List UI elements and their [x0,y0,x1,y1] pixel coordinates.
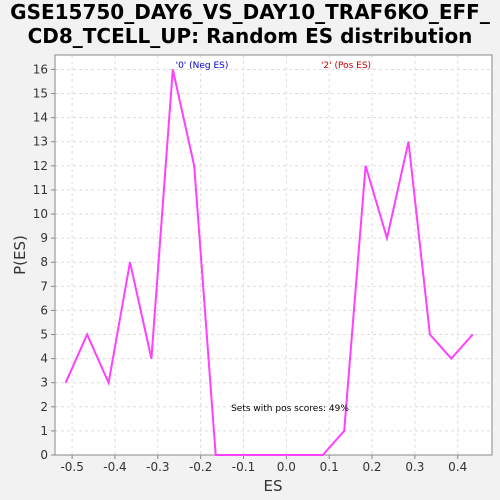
x-tick-label: -0.4 [103,460,126,474]
grid-lines [55,55,492,456]
y-tick-label: 11 [33,183,48,197]
y-tick-label: 5 [40,328,48,342]
series-point [129,261,131,263]
y-tick-label: 15 [33,87,48,101]
series-point [86,334,88,336]
series-point [450,358,452,360]
series-point [193,165,195,167]
x-tick-label: 0.1 [320,460,339,474]
series-layer [64,68,474,456]
x-tick-label: 0.2 [362,460,381,474]
series-line [64,69,474,456]
x-tick-label: 0.3 [405,460,424,474]
y-tick-label: 16 [33,62,48,76]
y-axis-label: P(ES) [11,235,29,275]
series-point [215,454,217,456]
y-tick-label: 10 [33,207,48,221]
y-tick-label: 6 [40,303,48,317]
y-tick-label: 13 [33,135,48,149]
series-point [65,382,67,384]
series-point [407,141,409,143]
y-tick-label: 7 [40,279,48,293]
y-tick-label: 14 [33,111,48,125]
pos-scores-annotation: Sets with pos scores: 49% [231,404,349,414]
x-tick-label: -0.5 [60,460,83,474]
series-point [343,430,345,432]
series-point [279,454,281,456]
x-tick-label: -0.2 [189,460,212,474]
y-tick-label: 0 [40,448,48,462]
series-point [150,358,152,360]
y-tick-label: 9 [40,231,48,245]
series-point [236,454,238,456]
series-point [429,334,431,336]
x-tick-label: 0.4 [448,460,467,474]
plot-area [55,55,492,455]
y-tick-label: 1 [40,424,48,438]
y-tick-label: 2 [40,400,48,414]
legend-pos-es: '2' (Pos ES) [321,61,371,71]
y-tick-label: 8 [40,255,48,269]
series-point [172,68,174,70]
legend-neg-es: '0' (Neg ES) [176,61,229,71]
series-point [322,454,324,456]
series-point [386,237,388,239]
series-point [258,454,260,456]
series-point [108,382,110,384]
x-tick-label: -0.3 [146,460,169,474]
chart-title-line-2: CD8_TCELL_UP: Random ES distribution [28,24,473,48]
series-point [300,454,302,456]
x-tick-label: 0.0 [277,460,296,474]
y-tick-label: 4 [40,352,48,366]
series-point [365,165,367,167]
x-tick-label: -0.1 [232,460,255,474]
series-point [472,334,474,336]
y-tick-label: 12 [33,159,48,173]
y-tick-label: 3 [40,376,48,390]
x-axis-label: ES [264,477,283,495]
chart-title-line-1: GSE15750_DAY6_VS_DAY10_TRAF6KO_EFF_ [10,0,490,24]
